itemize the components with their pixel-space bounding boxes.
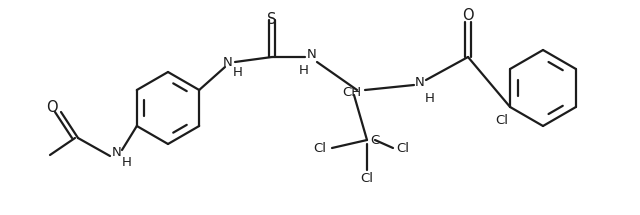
Text: S: S (268, 12, 276, 28)
Text: Cl: Cl (360, 172, 374, 184)
Text: H: H (122, 157, 132, 169)
Text: Cl: Cl (314, 141, 326, 155)
Text: N: N (112, 146, 122, 160)
Text: H: H (233, 66, 243, 78)
Text: Cl: Cl (495, 115, 509, 127)
Text: CH: CH (342, 86, 362, 98)
Text: O: O (462, 9, 474, 23)
Text: N: N (307, 48, 317, 60)
Text: C: C (371, 134, 380, 146)
Text: Cl: Cl (397, 141, 410, 155)
Text: H: H (299, 63, 309, 77)
Text: N: N (415, 75, 425, 89)
Text: H: H (425, 92, 435, 106)
Text: O: O (46, 100, 58, 115)
Text: N: N (223, 55, 233, 69)
